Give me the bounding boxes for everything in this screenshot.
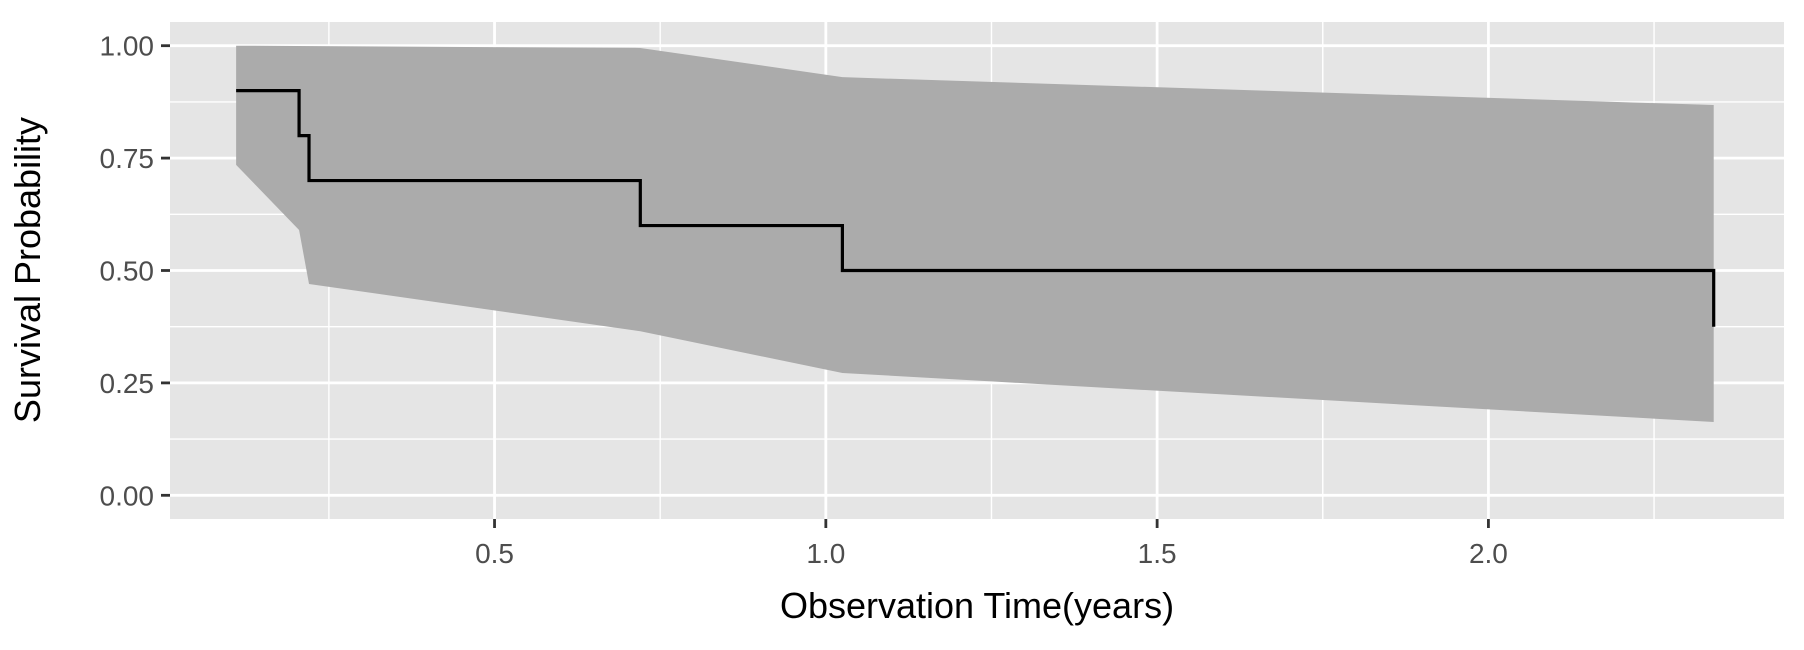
x-tick-label: 1.5: [1138, 538, 1177, 569]
x-tick-label: 2.0: [1469, 538, 1508, 569]
y-tick-label: 0.25: [100, 368, 155, 399]
x-tick-label: 1.0: [806, 538, 845, 569]
y-tick-label: 0.75: [100, 143, 155, 174]
y-axis-title: Survival Probability: [7, 117, 48, 423]
survival-curve-layer: [236, 89, 1716, 327]
survival-step-line: [236, 89, 1716, 327]
x-tick-label: 0.5: [475, 538, 514, 569]
y-axis: 0.00 0.25 0.50 0.75 1.00: [100, 31, 170, 511]
confidence-band-layer: [236, 45, 1714, 423]
x-axis-title: Observation Time(years): [780, 585, 1174, 626]
y-tick-label: 0.00: [100, 480, 155, 511]
y-tick-label: 0.50: [100, 256, 155, 287]
y-tick-label: 1.00: [100, 31, 155, 62]
x-axis: 0.5 1.0 1.5 2.0: [475, 519, 1508, 569]
confidence-band: [236, 45, 1714, 423]
